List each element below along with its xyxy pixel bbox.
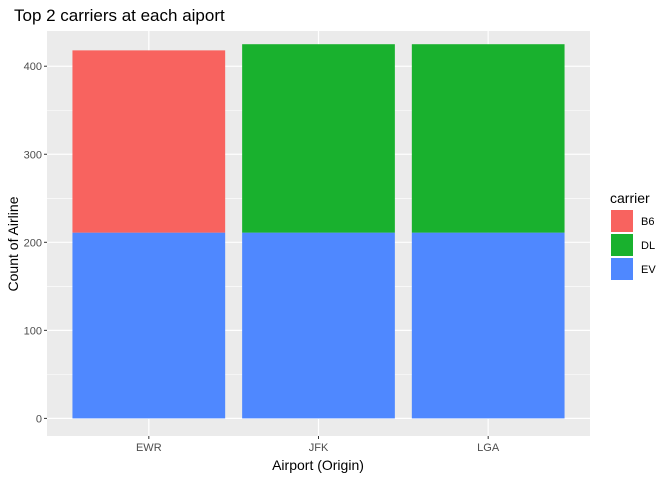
x-tick-label: JFK <box>309 442 329 454</box>
y-tick-label: 400 <box>24 61 42 73</box>
x-axis: EWR JFK LGA <box>136 436 500 454</box>
y-tick-label: 0 <box>36 413 42 425</box>
legend-key-dl <box>611 234 633 256</box>
bar-segment-ewr-ev <box>72 232 226 419</box>
y-axis-title: Count of Airline <box>5 196 21 291</box>
legend-key-b6 <box>611 210 633 232</box>
x-tick-label: EWR <box>136 442 162 454</box>
legend-label-b6: B6 <box>641 216 654 228</box>
y-tick-label: 300 <box>24 149 42 161</box>
bar-segment-ewr-b6 <box>72 50 226 233</box>
bar-segment-jfk-ev <box>242 232 395 419</box>
x-axis-title: Airport (Origin) <box>272 457 364 473</box>
legend-key-ev <box>611 258 633 280</box>
bar-segment-lga-dl <box>411 44 565 233</box>
bars <box>72 44 565 419</box>
y-axis: 0 100 200 300 400 <box>24 61 47 425</box>
legend: carrier B6 DL EV <box>610 190 656 280</box>
legend-title: carrier <box>610 190 650 206</box>
chart-title: Top 2 carriers at each aiport <box>14 6 225 25</box>
bar-segment-lga-ev <box>411 232 565 419</box>
y-tick-label: 100 <box>24 325 42 337</box>
legend-label-ev: EV <box>641 264 656 276</box>
x-tick-label: LGA <box>477 442 500 454</box>
y-tick-label: 200 <box>24 237 42 249</box>
legend-label-dl: DL <box>641 240 655 252</box>
bar-segment-jfk-dl <box>242 44 395 233</box>
